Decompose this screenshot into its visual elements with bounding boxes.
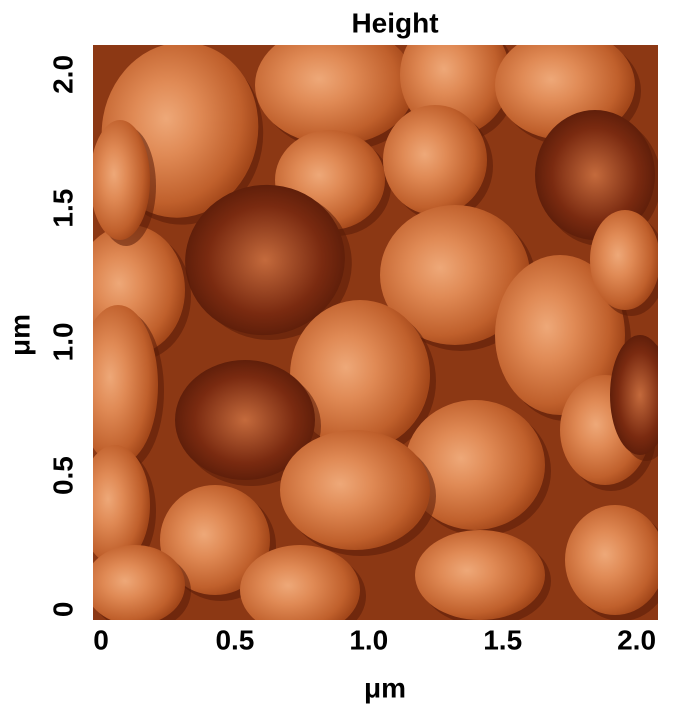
- y-tick-label: 1.0: [47, 322, 78, 361]
- grain: [78, 305, 158, 465]
- y-tick-label: 2.0: [47, 55, 78, 94]
- x-tick-label: 1.0: [349, 624, 388, 655]
- chart: Height μm μm 0 0.5 1.0 1.5 2.0 0 0.5 1.0 1.5 2.0: [0, 0, 673, 714]
- grain: [415, 530, 545, 620]
- grain: [610, 335, 670, 455]
- height-image: [75, 15, 673, 641]
- y-tick-label: 1.5: [47, 189, 78, 228]
- x-tick-label: 0.5: [215, 624, 254, 655]
- grain: [85, 545, 185, 625]
- grain: [255, 25, 415, 145]
- x-tick-label: 1.5: [483, 624, 522, 655]
- grain: [565, 505, 665, 615]
- x-tick-label: 0: [93, 624, 109, 655]
- y-tick-label: 0: [47, 602, 78, 618]
- x-axis-label: μm: [364, 672, 406, 703]
- grain: [280, 430, 430, 550]
- chart-title: Height: [351, 7, 438, 38]
- y-tick-label: 0.5: [47, 456, 78, 495]
- grain: [240, 545, 360, 635]
- grain: [590, 210, 660, 310]
- grain: [383, 105, 487, 215]
- grain: [90, 120, 150, 240]
- x-tick-label: 2.0: [617, 624, 656, 655]
- y-axis-label: μm: [4, 314, 35, 356]
